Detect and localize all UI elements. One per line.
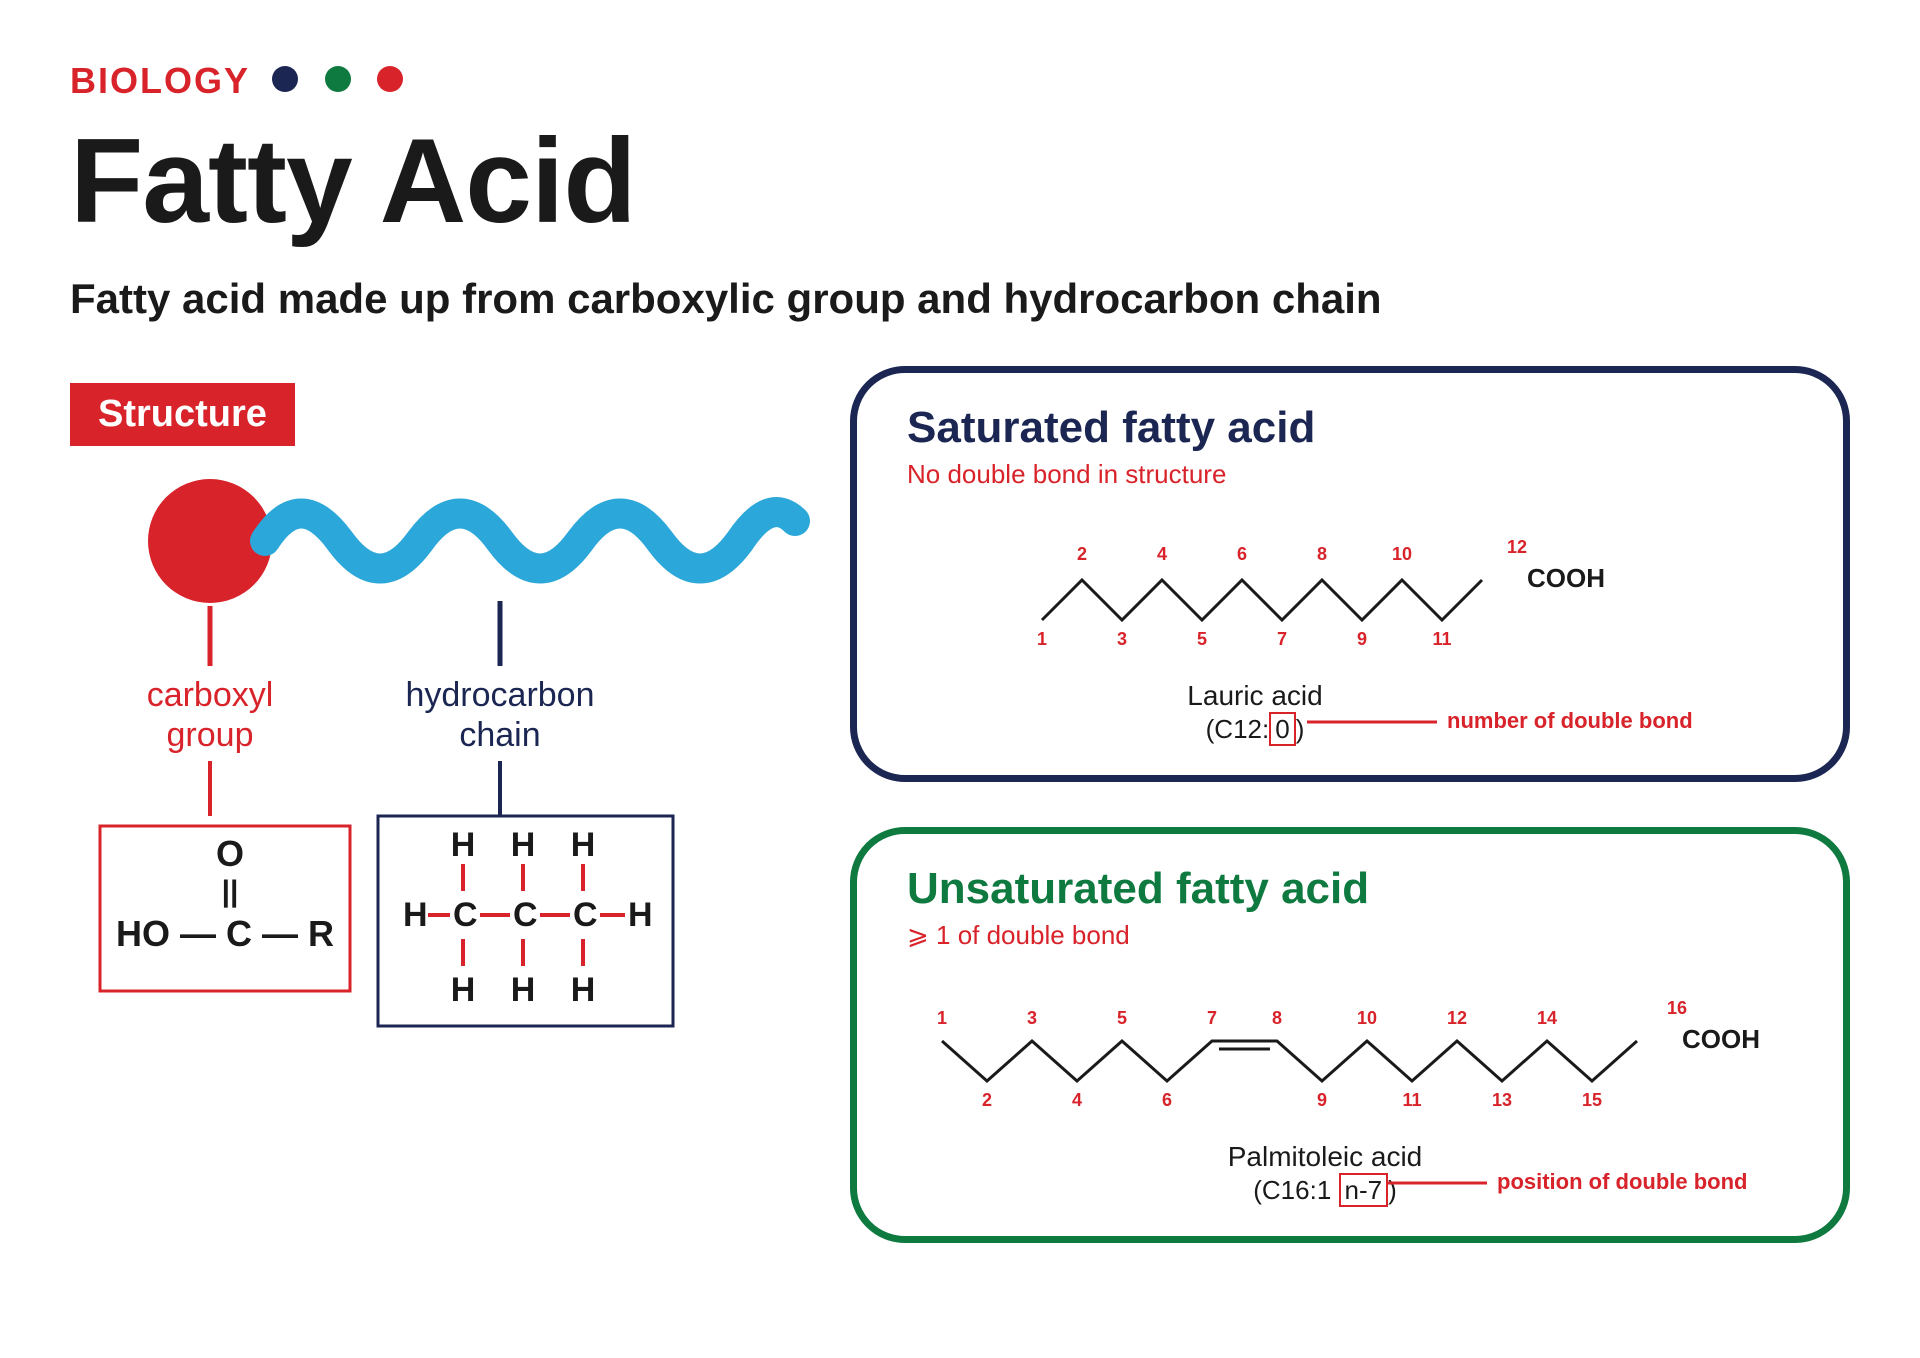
- carbon-num: 11: [1402, 1090, 1421, 1110]
- carbon-num: 2: [1077, 544, 1087, 564]
- carbon-num: 8: [1317, 544, 1327, 564]
- carbon-num: 6: [1162, 1090, 1172, 1110]
- annot-svg: number of double bond: [877, 700, 1837, 755]
- carbon-num: 9: [1317, 1090, 1327, 1110]
- carbon-num: 5: [1117, 1008, 1127, 1028]
- unsaturated-box: Unsaturated fatty acid ⩾ 1 of double bon…: [850, 827, 1850, 1243]
- right-panels: Saturated fatty acid No double bond in s…: [850, 366, 1850, 1288]
- unsaturated-sub: ⩾ 1 of double bond: [907, 920, 1803, 951]
- hydro-mid-C: C: [573, 896, 598, 934]
- saturated-chain: COOH 12 2 4 6 8 10 1 3 5 7 9 11: [907, 505, 1803, 685]
- carbon-num: 16: [1667, 998, 1687, 1018]
- unsaturated-title: Unsaturated fatty acid: [907, 864, 1803, 914]
- carbon-num: 7: [1207, 1008, 1217, 1028]
- carbon-num: 15: [1582, 1090, 1602, 1110]
- structure-svg: carboxyl group hydrocarbon chain O || HO…: [70, 456, 810, 1116]
- subtitle: Fatty acid made up from carboxylic group…: [70, 275, 1850, 323]
- carbon-num: 6: [1237, 544, 1247, 564]
- carbon-num: 4: [1072, 1090, 1082, 1110]
- hydrocarbon-label2: chain: [459, 716, 540, 754]
- carbon-num: 9: [1357, 629, 1367, 649]
- carbon-num: 7: [1277, 629, 1287, 649]
- hydro-H: H: [571, 826, 596, 864]
- header-label: BIOLOGY: [70, 60, 250, 102]
- hydrocarbon-wave-icon: [265, 512, 795, 568]
- formula-O: O: [216, 833, 244, 874]
- hydro-H: H: [451, 971, 476, 1009]
- annot-text: number of double bond: [1447, 708, 1693, 733]
- carbon-num: 8: [1272, 1008, 1282, 1028]
- carbon-num: 12: [1447, 1008, 1467, 1028]
- saturated-sub: No double bond in structure: [907, 459, 1803, 490]
- carbon-num: 13: [1492, 1090, 1512, 1110]
- carbon-num: 12: [1507, 537, 1527, 557]
- structure-panel: carboxyl group hydrocarbon chain O || HO…: [70, 456, 810, 1116]
- hydro-mid-H: H: [403, 896, 428, 934]
- annot-svg: position of double bond: [877, 1161, 1837, 1216]
- cooh-label: COOH: [1682, 1024, 1760, 1054]
- main-title: Fatty Acid: [70, 112, 1850, 250]
- dot-navy: [272, 66, 298, 92]
- hydro-mid-C: C: [513, 896, 538, 934]
- carbon-num: 14: [1537, 1008, 1557, 1028]
- hydrocarbon-label: hydrocarbon: [405, 676, 594, 714]
- saturated-chain-svg: COOH 12 2 4 6 8 10 1 3 5 7 9 11: [907, 505, 1807, 685]
- structure-tag: Structure: [70, 383, 295, 446]
- carbon-num: 1: [1037, 629, 1047, 649]
- hydro-mid-C: C: [453, 896, 478, 934]
- carbon-num: 1: [937, 1008, 947, 1028]
- hydro-H: H: [511, 826, 536, 864]
- carbon-num: 4: [1157, 544, 1167, 564]
- dot-green: [325, 66, 351, 92]
- unsaturated-chain-svg: COOH 16 1 3 5 7 8 10 12 14 2 4 6 9 11: [907, 966, 1807, 1146]
- carbon-num: 5: [1197, 629, 1207, 649]
- carboxyl-label: carboxyl: [147, 676, 274, 714]
- saturated-box: Saturated fatty acid No double bond in s…: [850, 366, 1850, 782]
- hydro-H: H: [451, 826, 476, 864]
- zigzag-chain-icon: [1042, 580, 1482, 620]
- annot-text: position of double bond: [1497, 1169, 1748, 1194]
- hydro-H: H: [511, 971, 536, 1009]
- carboxyl-label2: group: [167, 716, 254, 754]
- hydro-H: H: [571, 971, 596, 1009]
- carbon-num: 11: [1432, 629, 1451, 649]
- carbon-num: 10: [1357, 1008, 1377, 1028]
- header-row: BIOLOGY: [70, 60, 1850, 102]
- header-dots: [272, 66, 425, 97]
- carbon-num: 2: [982, 1090, 992, 1110]
- cooh-label: COOH: [1527, 563, 1605, 593]
- unsaturated-chain: COOH 16 1 3 5 7 8 10 12 14 2 4 6 9 11: [907, 966, 1803, 1146]
- dot-red: [377, 66, 403, 92]
- carbon-num: 3: [1117, 629, 1127, 649]
- hydro-mid-H: H: [628, 896, 653, 934]
- carbon-num: 3: [1027, 1008, 1037, 1028]
- zigzag-chain-icon: [942, 1041, 1637, 1081]
- saturated-title: Saturated fatty acid: [907, 403, 1803, 453]
- formula-dbl: ||: [222, 875, 239, 908]
- carbon-num: 10: [1392, 544, 1412, 564]
- formula-line: HO — C — R: [116, 913, 334, 954]
